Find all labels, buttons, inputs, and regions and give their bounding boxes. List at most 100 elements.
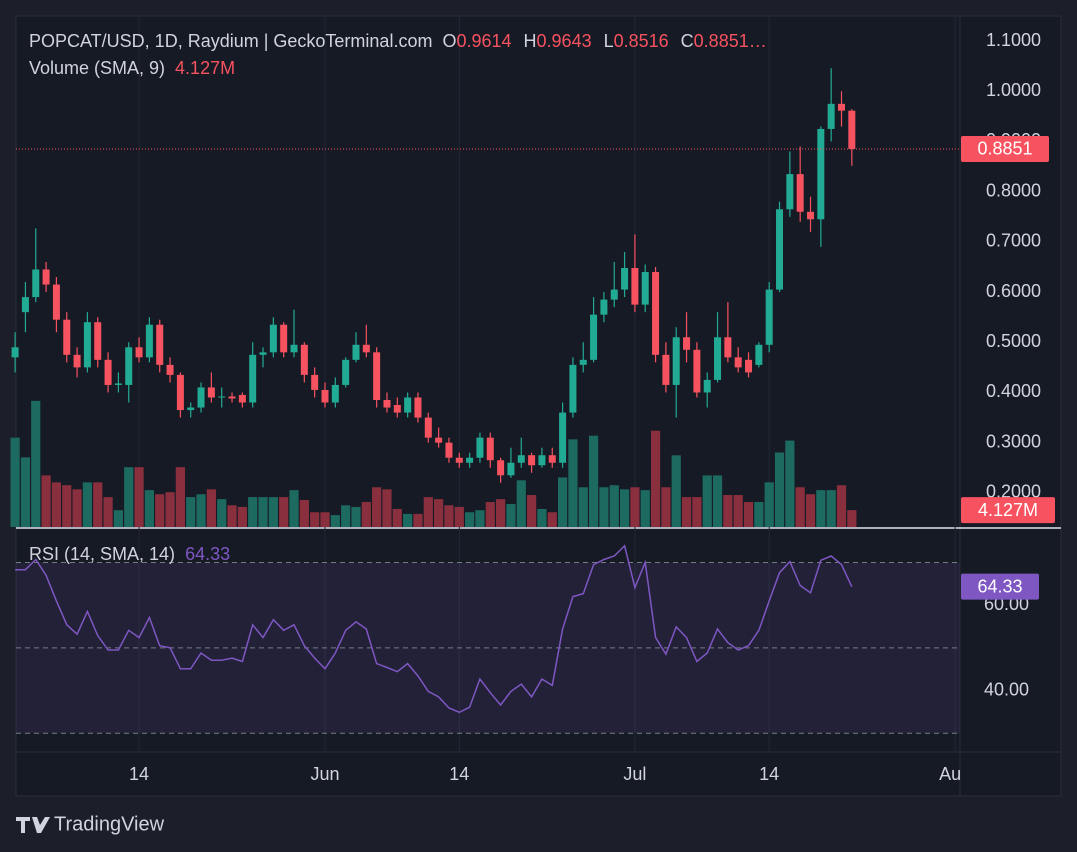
candle-body bbox=[848, 110, 856, 149]
volume-bar bbox=[516, 480, 526, 527]
volume-bar bbox=[279, 497, 289, 527]
volume-bar bbox=[743, 502, 754, 527]
y-tick-label: 0.6000 bbox=[986, 281, 1041, 301]
candle-body bbox=[187, 407, 195, 411]
candle-body bbox=[641, 272, 649, 305]
rsi-background bbox=[16, 561, 960, 734]
candle-body bbox=[362, 344, 370, 353]
price-legend: POPCAT/USD, 1D, Raydium | GeckoTerminal.… bbox=[29, 31, 767, 51]
volume-bar bbox=[640, 490, 650, 527]
x-tick-label: 14 bbox=[449, 764, 469, 784]
volume-bar bbox=[630, 487, 640, 527]
volume-bar bbox=[403, 513, 413, 527]
volume-bar bbox=[661, 487, 671, 527]
volume-bar bbox=[134, 467, 144, 527]
volume-bar bbox=[93, 482, 103, 527]
volume-bar bbox=[475, 510, 485, 527]
volume-bar bbox=[609, 485, 619, 527]
volume-bar bbox=[785, 440, 795, 527]
candle-body bbox=[352, 344, 360, 360]
candle-body bbox=[476, 437, 484, 458]
volume-bar bbox=[299, 499, 309, 527]
candle-body bbox=[259, 352, 267, 355]
volume-bar bbox=[144, 490, 154, 527]
candle-body bbox=[538, 455, 546, 466]
ohlc-value: 0.8516 bbox=[614, 31, 669, 51]
volume-bar bbox=[227, 505, 237, 527]
volume-bar bbox=[72, 489, 82, 527]
candle-body bbox=[42, 269, 50, 285]
candle-body bbox=[548, 455, 556, 463]
volume-bar bbox=[237, 506, 247, 527]
volume-bar bbox=[124, 467, 134, 527]
volume-bar bbox=[496, 499, 506, 527]
volume-bar bbox=[733, 495, 743, 527]
candle-body bbox=[207, 387, 215, 398]
volume-bar bbox=[113, 510, 123, 527]
volume-bar bbox=[31, 400, 41, 527]
brand: TradingView bbox=[16, 813, 165, 835]
candle-body bbox=[497, 460, 505, 476]
volume-bar bbox=[671, 455, 681, 527]
volume-bar bbox=[619, 489, 630, 527]
volume-bar bbox=[723, 495, 733, 527]
candle-body bbox=[486, 437, 494, 461]
volume-bars bbox=[10, 400, 857, 527]
volume-bar bbox=[506, 504, 516, 527]
y-tick-label: 0.3000 bbox=[986, 431, 1041, 451]
candles bbox=[11, 68, 960, 483]
volume-bar bbox=[423, 497, 433, 527]
rsi-tag-bg bbox=[961, 573, 1039, 600]
candle-body bbox=[559, 412, 567, 463]
candle-body bbox=[579, 359, 587, 365]
candle-body bbox=[52, 284, 60, 320]
volume-bar bbox=[795, 487, 805, 527]
ohlc-value: 0.9614 bbox=[456, 31, 511, 51]
y-tick-label: 0.5000 bbox=[986, 331, 1041, 351]
candle-body bbox=[218, 396, 226, 398]
volume-bar bbox=[289, 490, 299, 527]
volume-bar bbox=[392, 508, 402, 527]
candle-body bbox=[404, 397, 412, 413]
candle-body bbox=[517, 455, 525, 463]
volume-bar bbox=[103, 497, 113, 527]
candle-body bbox=[776, 209, 784, 290]
volume-bar bbox=[248, 497, 258, 527]
volume-bar bbox=[537, 508, 547, 527]
candle-body bbox=[424, 417, 432, 438]
candle-body bbox=[755, 344, 763, 365]
volume-bar bbox=[547, 512, 557, 527]
y-tick-label: 1.0000 bbox=[986, 80, 1041, 100]
volume-bar bbox=[599, 487, 609, 527]
y-tick-label: 40.00 bbox=[984, 679, 1029, 699]
candle-body bbox=[249, 354, 257, 403]
candle-body bbox=[63, 319, 71, 355]
x-tick-label: Aug bbox=[939, 764, 971, 784]
volume-bar bbox=[268, 497, 278, 527]
candle-body bbox=[765, 289, 773, 345]
volume-bar bbox=[186, 497, 196, 527]
volume-bar bbox=[382, 489, 392, 527]
candle-body bbox=[455, 457, 463, 463]
volume-bar bbox=[413, 513, 423, 527]
candle-body bbox=[414, 397, 422, 418]
candle-body bbox=[145, 324, 153, 358]
volume-bar bbox=[454, 506, 464, 527]
candle-body bbox=[693, 349, 701, 393]
ohlc-value: 0.9643 bbox=[537, 31, 592, 51]
candle-body bbox=[703, 379, 711, 393]
volume-bar bbox=[712, 475, 723, 527]
x-tick-label: Jun bbox=[310, 764, 339, 784]
ohlc-value: 0.8851… bbox=[694, 31, 767, 51]
candle-body bbox=[807, 211, 815, 220]
volume-value: 4.127M bbox=[175, 58, 235, 78]
volume-bar bbox=[258, 497, 268, 527]
candle-body bbox=[373, 352, 381, 401]
volume-bar bbox=[754, 502, 764, 527]
volume-bar bbox=[310, 512, 320, 527]
volume-bar bbox=[206, 489, 216, 527]
candle-body bbox=[104, 359, 112, 385]
volume-bar bbox=[816, 490, 826, 527]
